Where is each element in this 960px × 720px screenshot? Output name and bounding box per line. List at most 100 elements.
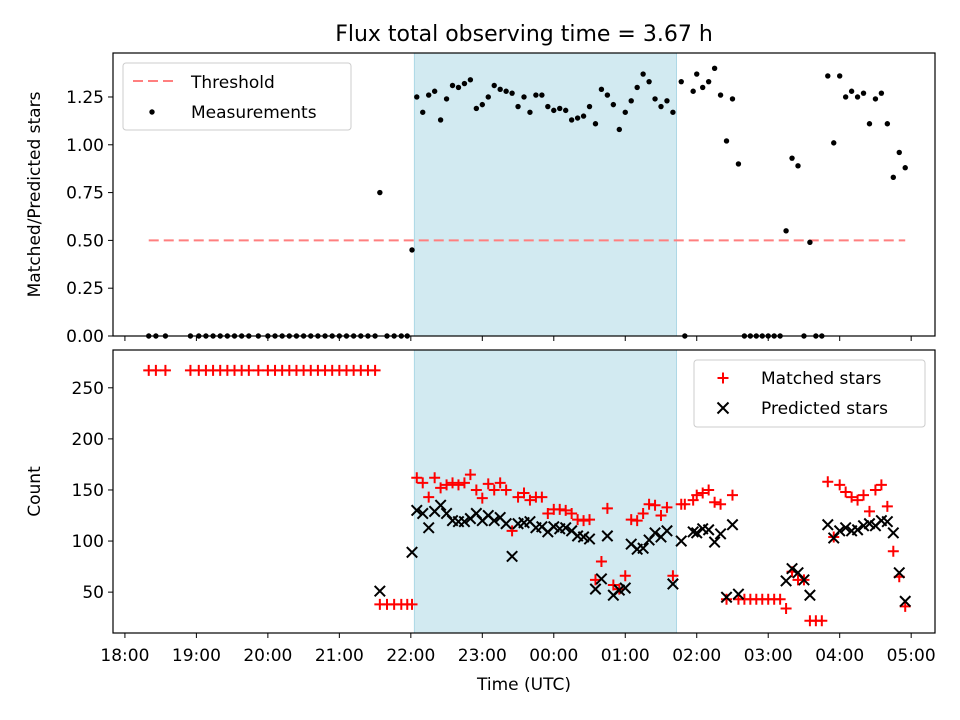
measurement-point [598, 86, 605, 93]
predicted-point [690, 526, 703, 539]
matched-point [159, 364, 171, 376]
predicted-point [732, 588, 745, 601]
measurement-point [902, 165, 908, 171]
matched-point [852, 494, 864, 506]
legend-threshold-label: Threshold [190, 73, 275, 93]
measurement-point [521, 94, 527, 100]
matched-point [435, 482, 447, 494]
measurement-point [634, 84, 640, 91]
matched-point [252, 364, 264, 376]
measurement-point [854, 94, 861, 100]
y-tick-label: 50 [82, 583, 104, 603]
measurement-point [414, 94, 420, 100]
predicted-point [851, 523, 864, 536]
predicted-point [406, 546, 418, 559]
matched-point [637, 507, 649, 519]
matched-point [834, 479, 846, 491]
x-tick-label: 02:00 [672, 646, 721, 666]
measurement-point [443, 96, 450, 102]
legend-measurement-swatch [149, 109, 155, 115]
measurement-point [592, 121, 599, 127]
matched-point [631, 515, 643, 527]
matched-point [715, 498, 727, 510]
matched-point [488, 484, 500, 496]
measurement-point [795, 163, 801, 169]
x-tick-label: 22:00 [386, 646, 435, 666]
predicted-point [714, 527, 727, 540]
measurement-point [467, 77, 474, 83]
predicted-point [601, 530, 614, 542]
measurement-point [866, 121, 873, 127]
matched-point [703, 484, 715, 496]
measurement-point [622, 109, 628, 115]
y-tick-label: 1.25 [66, 88, 104, 108]
matched-point [500, 484, 512, 496]
matched-point [709, 496, 721, 508]
measurement-point [420, 109, 426, 115]
x-tick-label: 05:00 [887, 646, 936, 666]
matched-point [887, 545, 899, 557]
matched-point [243, 364, 255, 376]
measurement-point [807, 239, 813, 246]
measurement-point [836, 73, 843, 79]
matched-point [691, 489, 703, 501]
predicted-point [881, 515, 894, 528]
y-tick-label: 0.50 [66, 231, 104, 251]
matched-point [458, 477, 470, 489]
x-tick-label: 20:00 [243, 646, 292, 666]
measurement-point [527, 109, 533, 115]
predicted-point [500, 517, 513, 530]
predicted-point [373, 585, 386, 598]
measurement-point [658, 103, 664, 110]
y-tick-label: 1.00 [66, 136, 104, 156]
y-tick-label: 250 [72, 379, 104, 399]
measurement-point [377, 189, 383, 196]
matched-point [518, 487, 530, 499]
matched-point [536, 491, 548, 503]
measurement-point [437, 117, 444, 123]
y-axis-label: Count [25, 466, 45, 517]
matched-point [423, 491, 435, 503]
matched-point [542, 507, 554, 519]
y-tick-label: 0.25 [66, 279, 104, 299]
measurement-point [848, 88, 855, 94]
matched-point [774, 593, 786, 605]
measurement-point [735, 161, 742, 167]
matched-point [607, 579, 619, 591]
predicted-point [887, 526, 900, 539]
x-tick-label: 01:00 [601, 646, 650, 666]
matched-point [417, 477, 429, 489]
predicted-point [416, 507, 429, 520]
y-tick-label: 0.00 [66, 327, 104, 347]
x-tick-label: 18:00 [100, 646, 149, 666]
x-tick-label: 04:00 [815, 646, 864, 666]
matched-point [476, 492, 488, 504]
matched-point [816, 615, 828, 627]
measurement-point [717, 92, 724, 98]
matched-point [494, 477, 506, 489]
matched-point [578, 515, 590, 527]
matched-point [470, 484, 482, 496]
x-axis-label: Time (UTC) [476, 675, 571, 695]
measurement-point [551, 107, 557, 114]
matched-point [649, 499, 661, 511]
measurement-point [509, 90, 515, 96]
measurement-point [586, 103, 593, 110]
predicted-point [458, 515, 471, 528]
y-tick-label: 200 [72, 430, 104, 450]
measurement-point [694, 71, 700, 77]
measurement-point [610, 101, 617, 108]
observing-span [413, 349, 677, 634]
matched-point [863, 505, 875, 517]
matched-point [625, 514, 637, 526]
measurement-point [711, 65, 718, 71]
predicted-point [726, 518, 739, 531]
measurement-point [825, 73, 831, 79]
measurement-point [842, 94, 849, 100]
chart-title: Flux total observing time = 3.67 h [335, 22, 713, 47]
predicted-point [434, 499, 447, 512]
x-tick-label: 19:00 [172, 646, 221, 666]
predicted-point [506, 550, 518, 563]
matched-point [726, 489, 738, 501]
